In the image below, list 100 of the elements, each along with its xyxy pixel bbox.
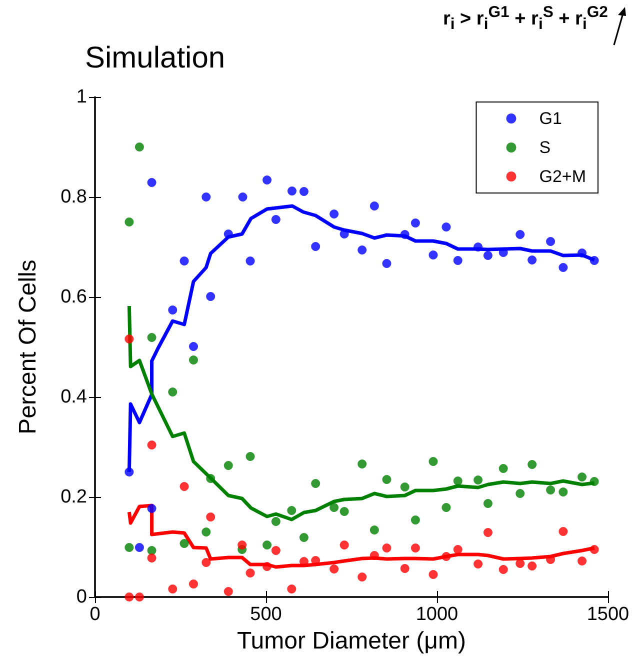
point: [370, 202, 379, 210]
point: [453, 256, 462, 265]
y-tick-label: 1: [76, 86, 87, 108]
point: [370, 551, 379, 560]
point: [546, 486, 556, 494]
point: [340, 230, 349, 238]
point: [442, 503, 451, 512]
point: [428, 457, 438, 466]
point: [330, 210, 339, 218]
point: [238, 540, 247, 550]
point: [516, 559, 525, 568]
point: [410, 516, 420, 524]
point: [299, 187, 308, 196]
point: [287, 584, 296, 594]
point: [189, 356, 198, 364]
x-axis-title: Tumor Diameter (μm): [237, 627, 466, 654]
point: [410, 218, 420, 228]
point: [168, 388, 178, 396]
point: [498, 464, 508, 473]
legend-label: G1: [539, 109, 562, 128]
legend-label: G2+M: [539, 167, 586, 186]
point: [358, 460, 367, 468]
point: [578, 248, 587, 258]
x-tick-label: 1500: [586, 604, 630, 625]
point: [124, 218, 134, 226]
point: [400, 230, 410, 239]
point: [206, 292, 216, 301]
y-tick-label: 0.4: [60, 386, 88, 408]
point: [358, 246, 367, 254]
y-axis-title: Percent Of Cells: [14, 260, 42, 434]
point: [590, 256, 599, 265]
point: [516, 230, 525, 239]
point: [516, 489, 525, 498]
point: [271, 215, 280, 224]
point: [224, 230, 233, 238]
point: [147, 178, 156, 187]
point: [147, 333, 156, 342]
y-tick-label: 0: [76, 586, 87, 608]
point: [180, 256, 189, 266]
point: [558, 488, 568, 496]
point: [483, 499, 492, 508]
point: [330, 503, 339, 512]
point: [558, 263, 568, 272]
x-tick-label: 500: [250, 604, 282, 625]
point: [288, 186, 296, 196]
point: [474, 476, 483, 484]
point: [590, 477, 599, 486]
point: [382, 259, 392, 268]
point: [528, 562, 537, 570]
point: [400, 564, 410, 573]
point: [180, 482, 189, 491]
point: [262, 562, 272, 571]
point: [453, 545, 462, 554]
point: [382, 544, 392, 552]
point: [124, 334, 134, 344]
point: [442, 552, 451, 561]
point: [189, 580, 198, 588]
point: [124, 543, 134, 552]
point: [180, 539, 189, 548]
point: [358, 572, 367, 582]
point: [147, 440, 156, 450]
point: [483, 251, 492, 260]
point: [202, 528, 211, 536]
point: [453, 476, 462, 486]
point: [528, 256, 537, 264]
chart-title: Simulation: [85, 42, 226, 74]
point: [474, 560, 483, 568]
point: [558, 527, 568, 536]
point: [168, 584, 178, 594]
point: [271, 546, 280, 555]
point: [590, 545, 599, 554]
point: [428, 250, 438, 260]
point: [189, 342, 198, 351]
point: [147, 546, 156, 555]
point: [206, 474, 216, 483]
point: [124, 468, 134, 476]
point: [134, 543, 144, 552]
point: [202, 558, 211, 567]
point: [528, 460, 537, 469]
point: [474, 242, 483, 252]
point: [428, 570, 438, 579]
y-tick-label: 0.8: [60, 186, 87, 208]
point: [498, 565, 508, 574]
point: [134, 592, 144, 602]
point: [124, 592, 134, 602]
point: [311, 479, 320, 488]
point: [246, 568, 255, 578]
point: [168, 306, 178, 314]
point: [271, 517, 280, 526]
point: [483, 528, 492, 537]
x-tick-label: 0: [90, 604, 100, 625]
legend-label: S: [539, 138, 551, 157]
point: [442, 222, 451, 232]
point: [578, 472, 587, 482]
point: [262, 540, 272, 550]
point: [410, 544, 420, 552]
point: [400, 482, 410, 492]
point: [246, 452, 255, 461]
point: [340, 507, 349, 516]
point: [134, 142, 144, 152]
